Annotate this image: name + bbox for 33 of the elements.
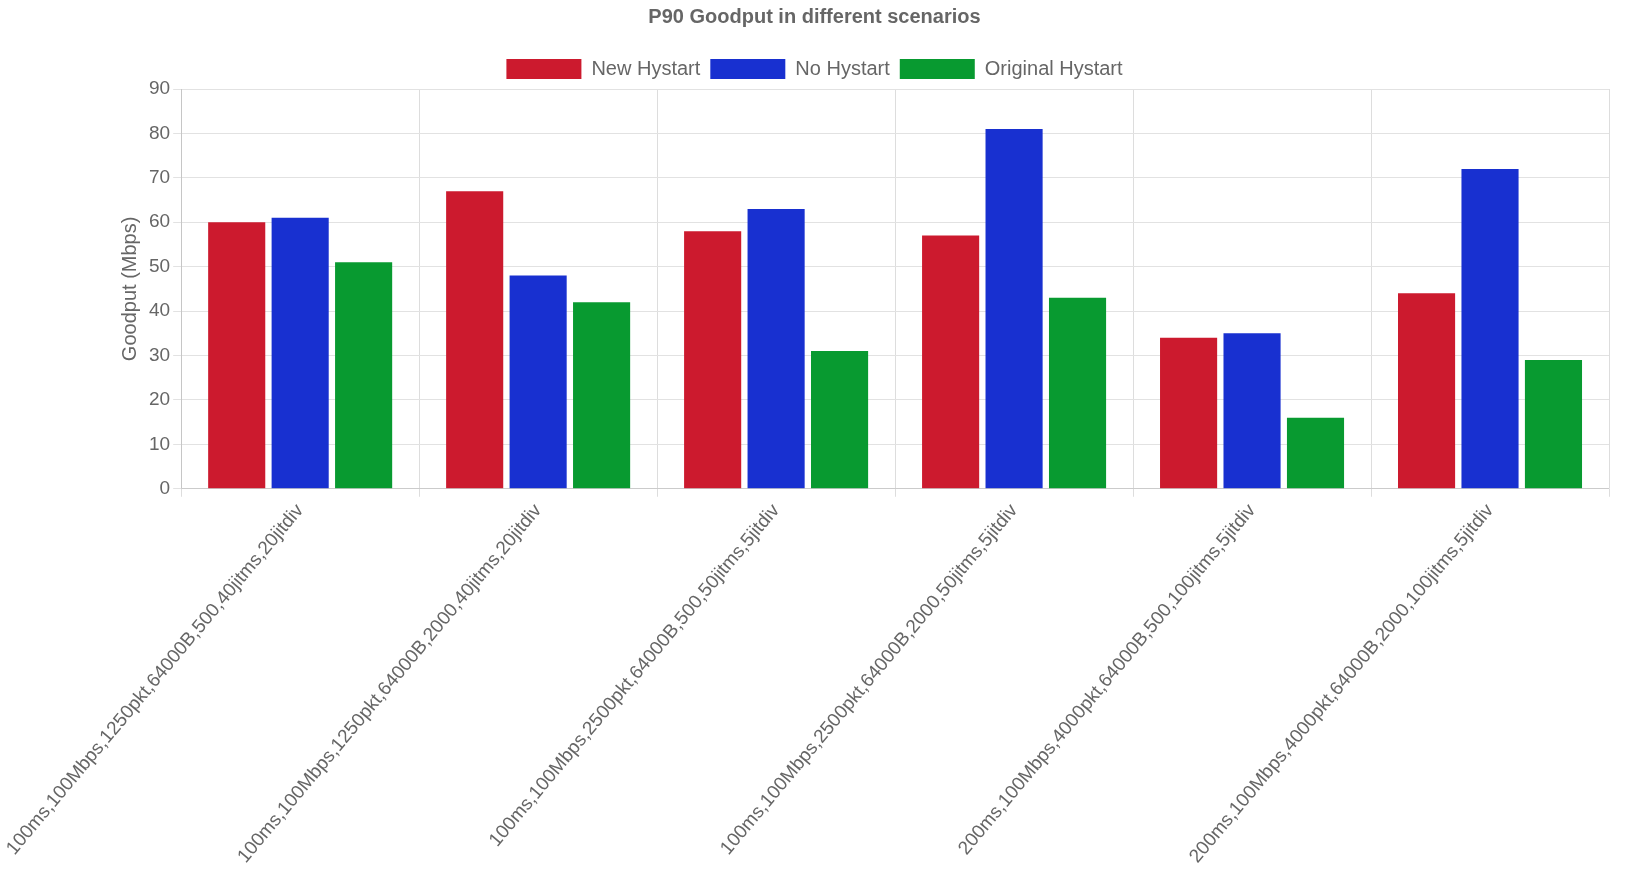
y-tick-label: 70 xyxy=(149,166,171,188)
y-tick-label: 50 xyxy=(149,254,171,276)
y-tick-label: 60 xyxy=(149,210,171,232)
y-tick-label: 20 xyxy=(149,388,171,410)
y-tick-label: 10 xyxy=(149,432,171,454)
bar xyxy=(509,275,567,489)
bar xyxy=(446,191,504,489)
bar xyxy=(271,217,329,489)
bar xyxy=(1461,168,1519,489)
y-tick-label: 80 xyxy=(149,121,171,143)
bar xyxy=(922,235,980,489)
bar xyxy=(1398,293,1456,489)
bar xyxy=(684,231,742,489)
bar xyxy=(1286,417,1345,489)
bar xyxy=(1160,337,1218,489)
bar xyxy=(1223,333,1281,489)
chart-title: P90 Goodput in different scenarios xyxy=(648,4,981,27)
bar xyxy=(1524,359,1583,489)
bar xyxy=(573,302,631,489)
legend-label: New Hystart xyxy=(591,56,701,79)
bar xyxy=(335,262,393,489)
bar xyxy=(747,208,805,489)
bar xyxy=(811,351,869,489)
y-tick-label: 30 xyxy=(149,343,171,365)
bar xyxy=(1048,297,1107,489)
y-tick-label: 40 xyxy=(149,299,171,321)
y-tick-label: 90 xyxy=(149,77,171,99)
legend-label: Original Hystart xyxy=(984,56,1124,79)
legend-label: No Hystart xyxy=(795,56,891,79)
bar xyxy=(985,128,1043,489)
y-axis-title: Goodput (Mbps) xyxy=(117,216,140,362)
bar xyxy=(208,222,266,489)
y-tick-label: 0 xyxy=(159,476,171,498)
